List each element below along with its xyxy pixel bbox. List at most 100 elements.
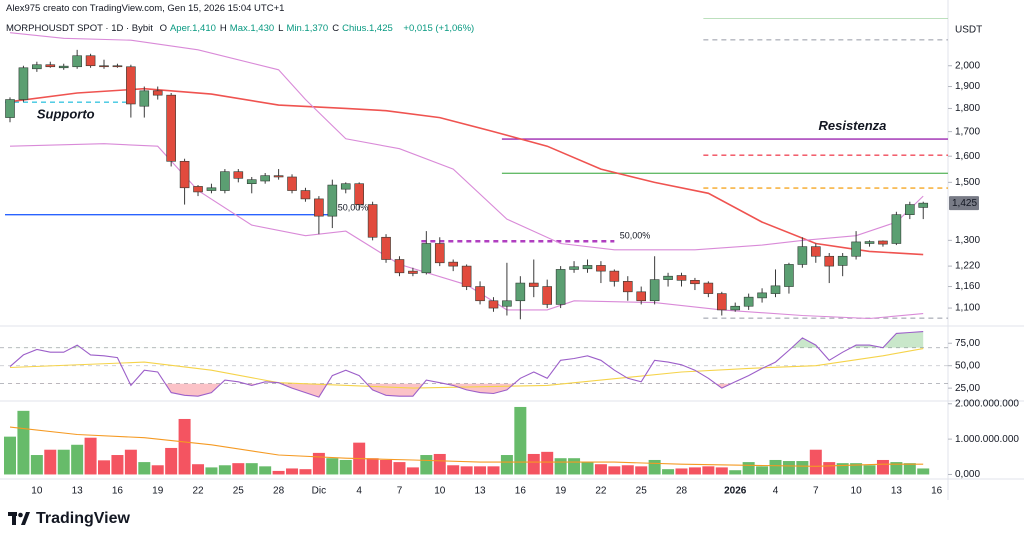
oversold-fill bbox=[130, 383, 732, 398]
volume-bar bbox=[178, 418, 191, 475]
volume-bar bbox=[192, 464, 205, 475]
price-panel bbox=[5, 18, 948, 320]
candle-body bbox=[609, 270, 620, 282]
candle-body bbox=[246, 179, 257, 185]
candle-body bbox=[515, 282, 526, 302]
candle-body bbox=[716, 293, 727, 311]
candle-body bbox=[690, 280, 700, 285]
annotation: 50,00% bbox=[620, 231, 651, 241]
candle-body bbox=[206, 187, 217, 191]
volume-bar bbox=[742, 462, 755, 475]
candle-body bbox=[166, 94, 176, 162]
volume-bar bbox=[380, 459, 393, 475]
x-tick-label: 19 bbox=[152, 486, 164, 497]
candle-body bbox=[300, 190, 311, 200]
candle-body bbox=[408, 270, 418, 274]
volume-bar bbox=[594, 464, 607, 475]
volume-bar bbox=[662, 469, 675, 475]
y-tick-label: 50,00 bbox=[955, 360, 980, 371]
volume-bar bbox=[756, 466, 769, 475]
volume-bar bbox=[111, 455, 124, 475]
candle-body bbox=[179, 160, 190, 189]
y-tick-label: 2.000.000.000 bbox=[955, 398, 1019, 409]
volume-bar bbox=[648, 459, 661, 475]
y-tick-label: 75,00 bbox=[955, 338, 980, 349]
candle-body bbox=[582, 265, 593, 270]
volume-bar bbox=[621, 465, 634, 475]
price-change: +0,015 (+1,06%) bbox=[403, 23, 475, 34]
candle-body bbox=[528, 282, 539, 287]
candle-body bbox=[327, 184, 338, 217]
x-tick-label: 25 bbox=[636, 486, 648, 497]
volume-bar bbox=[527, 453, 540, 475]
volume-bar bbox=[205, 467, 218, 475]
y-tick-label: 1,800 bbox=[955, 103, 980, 114]
x-tick-label: 10 bbox=[31, 486, 43, 497]
candle-body bbox=[542, 286, 553, 305]
volume-bar bbox=[30, 455, 43, 475]
candle-body bbox=[569, 266, 579, 270]
candle-body bbox=[461, 265, 472, 287]
candle-body bbox=[891, 214, 902, 244]
candle-body bbox=[5, 99, 15, 118]
volume-bar bbox=[433, 453, 446, 475]
rsi-line bbox=[9, 331, 924, 398]
indicator-line bbox=[9, 32, 924, 251]
volume-bar bbox=[581, 462, 594, 475]
candle-body bbox=[837, 255, 848, 266]
last-price-box bbox=[949, 196, 979, 211]
candle-body bbox=[72, 55, 82, 68]
volume-bar bbox=[796, 461, 809, 475]
y-tick-label: 1,700 bbox=[955, 126, 980, 137]
indicator-line bbox=[9, 426, 924, 467]
attribution: Alex975 creato con TradingView.com, Gen … bbox=[6, 3, 285, 14]
candle-body bbox=[126, 66, 136, 105]
volume-bar bbox=[366, 458, 379, 475]
volume-bar bbox=[57, 449, 70, 475]
ohlc-value: Max.1,430 bbox=[229, 23, 275, 34]
ohlc-info: O Aper.1,410 H Max.1,430 L Min.1,370 C Chius.1,… bbox=[160, 23, 397, 34]
candle-body bbox=[220, 171, 230, 191]
indicator-line bbox=[9, 87, 924, 256]
candle-body bbox=[864, 241, 875, 244]
candle-body bbox=[367, 204, 378, 238]
x-tick-label: 4 bbox=[773, 486, 779, 497]
candle-body bbox=[260, 175, 270, 182]
y-tick-label: 1,160 bbox=[955, 281, 980, 292]
volume-bar bbox=[917, 468, 930, 475]
candle-body bbox=[743, 296, 754, 307]
candle-body bbox=[730, 305, 741, 311]
volume-bar bbox=[138, 462, 151, 475]
ohlc-key: O bbox=[159, 23, 167, 34]
x-tick-label: 13 bbox=[474, 486, 486, 497]
candle-body bbox=[85, 55, 96, 67]
y-tick-label: 1,900 bbox=[955, 81, 980, 92]
volume-bar bbox=[850, 463, 863, 475]
candle-body bbox=[58, 65, 69, 69]
x-tick-label: 2026 bbox=[724, 486, 747, 497]
volume-bar bbox=[541, 451, 554, 475]
volume-bar bbox=[98, 460, 111, 475]
last-price-label: 1,425 bbox=[952, 198, 977, 209]
volume-bar bbox=[245, 463, 258, 475]
candle-body bbox=[918, 202, 929, 208]
volume-bar bbox=[17, 410, 30, 475]
volume-bar bbox=[554, 458, 567, 475]
y-tick-label: 1,500 bbox=[955, 177, 980, 188]
volume-bar bbox=[635, 466, 648, 475]
ohlc-value: Chius.1,425 bbox=[342, 23, 393, 34]
candle-body bbox=[824, 255, 835, 267]
candle-body bbox=[421, 243, 432, 274]
volume-bar bbox=[299, 469, 312, 475]
candle-body bbox=[99, 65, 109, 68]
volume-bar bbox=[782, 461, 795, 475]
volume-bar bbox=[500, 455, 513, 475]
ohlc-value: Aper.1,410 bbox=[169, 23, 216, 34]
y-tick-label: 2,000 bbox=[955, 60, 980, 71]
x-tick-label: 10 bbox=[434, 486, 446, 497]
volume-bar bbox=[836, 463, 849, 475]
symbol-header: MORPHOUSDT SPOT · 1D · Bybit O Aper.1,410… bbox=[6, 23, 478, 34]
x-tick-label: 4 bbox=[356, 486, 362, 497]
x-tick-label: 16 bbox=[515, 486, 527, 497]
